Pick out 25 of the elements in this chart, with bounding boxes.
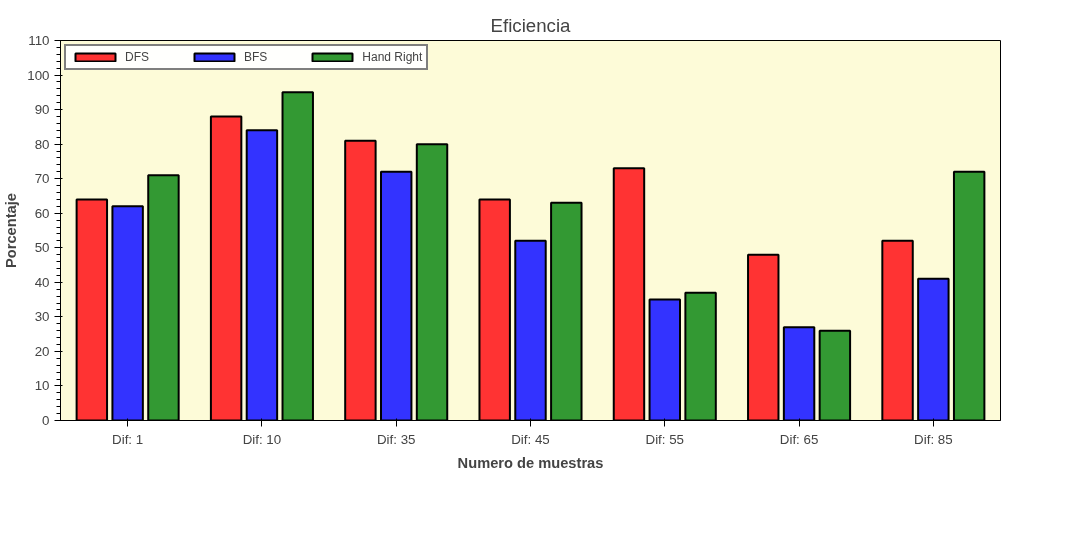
legend-label: Hand Right [362, 50, 423, 64]
y-tick-label: 50 [34, 240, 50, 256]
y-tick-label: 0 [42, 413, 50, 428]
x-tick-label: Dif: 55 [645, 431, 685, 447]
x-tick-label: Dif: 10 [242, 431, 282, 447]
x-tick-label: Dif: 1 [112, 431, 144, 447]
y-tick-label: 70 [34, 171, 50, 187]
x-axis-title: Numero de muestras [457, 454, 604, 471]
legend-label: DFS [125, 50, 149, 64]
y-tick-label: 20 [34, 343, 50, 359]
y-tick-label: 30 [34, 309, 50, 325]
y-axis-title: Porcentaje [3, 193, 20, 268]
y-tick-label: 40 [34, 274, 50, 290]
y-tick-label: 100 [27, 67, 50, 83]
y-tick-label: 80 [34, 136, 50, 152]
x-tick-label: Dif: 45 [511, 431, 550, 447]
y-tick-label: 90 [34, 102, 50, 118]
y-tick-label: 110 [28, 33, 50, 48]
y-tick-label: 10 [34, 378, 50, 394]
x-tick-label: Dif: 85 [914, 431, 953, 447]
legend-label: BFS [244, 50, 268, 64]
y-tick-label: 60 [34, 205, 50, 221]
x-tick-label: Dif: 65 [779, 431, 819, 447]
chart-title: Eficiencia [490, 14, 572, 36]
x-tick-label: Dif: 35 [376, 431, 416, 447]
